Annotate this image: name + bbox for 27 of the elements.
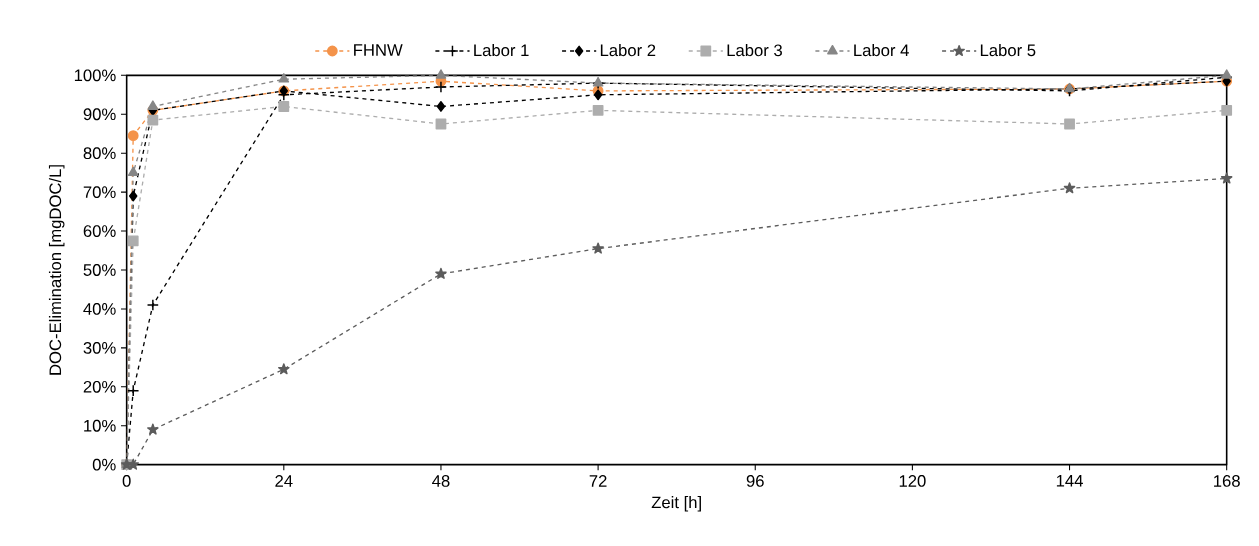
legend-label: Labor 3 xyxy=(727,43,782,57)
y-tick-label: 0% xyxy=(92,458,116,471)
x-tick-label: 0 xyxy=(122,475,131,487)
x-tick-label: 96 xyxy=(746,475,764,487)
legend-label: Labor 2 xyxy=(600,43,656,57)
legend-label: Labor 4 xyxy=(854,43,909,57)
y-tick-label: 20% xyxy=(83,380,116,393)
y-tick-label: 100% xyxy=(74,69,116,82)
y-tick-label: 90% xyxy=(83,108,116,121)
y-tick-label: 40% xyxy=(83,303,116,315)
y-tick-label: 50% xyxy=(83,264,116,276)
y-tick-label: 30% xyxy=(83,341,116,354)
x-tick-label: 144 xyxy=(1056,475,1083,487)
legend-label: Labor 1 xyxy=(474,43,529,57)
x-tick-label: 168 xyxy=(1214,475,1240,487)
y-tick-label: 10% xyxy=(84,419,116,432)
x-tick-label: 48 xyxy=(432,475,450,487)
x-tick-label: 72 xyxy=(589,475,607,487)
y-axis-title: DOC-Elimination [mgDOC/L] xyxy=(48,165,65,375)
x-tick-label: 24 xyxy=(275,475,293,487)
legend-label: FHNW xyxy=(354,44,403,56)
y-tick-label: 60% xyxy=(83,225,116,237)
x-tick-label: 120 xyxy=(899,475,926,487)
y-tick-label: 80% xyxy=(83,147,116,160)
x-axis-title: Zeit [h] xyxy=(651,496,701,512)
y-tick-label: 70% xyxy=(83,186,116,199)
legend-label: Labor 5 xyxy=(980,43,1036,57)
